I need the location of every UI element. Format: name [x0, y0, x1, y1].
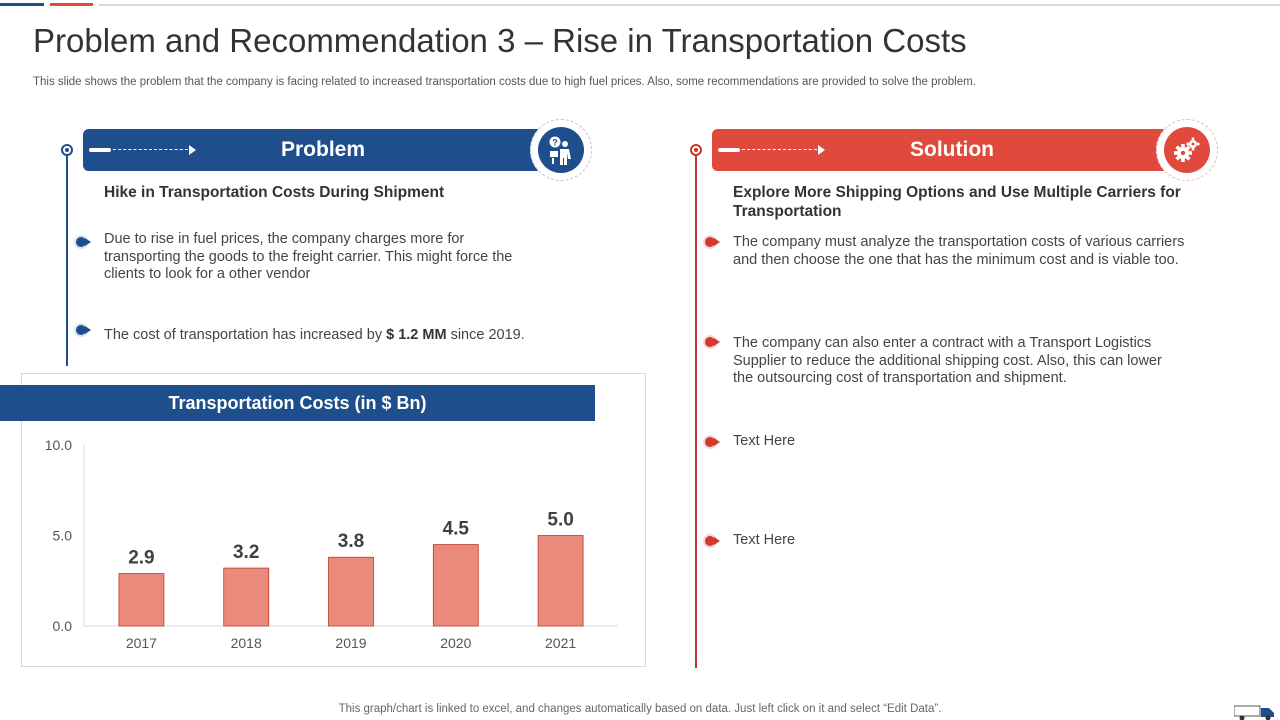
bar-2019	[328, 556, 374, 627]
bullet-arrow-icon	[705, 436, 721, 448]
bar-2018	[223, 567, 270, 627]
solution-bullet-1: The company must analyze the transportat…	[733, 234, 1185, 268]
bar-value-label: 3.8	[338, 531, 364, 552]
bar-2021	[537, 535, 584, 627]
problem-arrow-icon	[89, 145, 197, 155]
problem-bullet-2: The cost of transportation has increased…	[104, 327, 525, 343]
top-accent-line	[99, 4, 1280, 6]
solution-bullet-3: Text Here	[733, 433, 796, 449]
y-tick-label: 10.0	[45, 437, 72, 453]
bullet-arrow-icon	[705, 535, 721, 547]
worker-question-icon: ?	[530, 119, 592, 181]
solution-timeline-line	[695, 156, 697, 668]
x-tick-label: 2019	[335, 635, 366, 651]
solution-arrow-icon	[718, 145, 826, 155]
bullet-arrow-icon	[705, 236, 721, 248]
svg-text:?: ?	[552, 138, 558, 148]
solution-header: Solution	[712, 129, 1188, 171]
problem-bullet-1: Due to rise in fuel prices, the company …	[104, 231, 513, 282]
y-tick-label: 0.0	[53, 618, 73, 634]
page-subtitle: This slide shows the problem that the co…	[33, 76, 976, 88]
problem-label: Problem	[280, 138, 366, 161]
solution-bullet-4: Text Here	[733, 532, 796, 548]
solution-bullet-2: The company can also enter a contract wi…	[733, 335, 1162, 386]
bullet-arrow-icon	[705, 336, 721, 348]
bar-value-label: 5.0	[547, 510, 573, 531]
bar-value-label: 2.9	[128, 548, 154, 569]
bar-value-label: 3.2	[233, 542, 259, 563]
bar-2020	[432, 544, 479, 627]
footer-note: This graph/chart is linked to excel, and…	[338, 703, 942, 715]
x-tick-label: 2018	[231, 635, 262, 651]
bullet-arrow-icon	[76, 236, 92, 248]
x-tick-label: 2020	[440, 635, 471, 651]
top-accent-blue	[0, 3, 44, 6]
problem-heading: Hike in Transportation Costs During Ship…	[104, 184, 445, 201]
solution-heading: Explore More Shipping Options and Use Mu…	[733, 184, 1181, 220]
chart-title: Transportation Costs (in $ Bn)	[0, 385, 595, 421]
solution-timeline-dot	[690, 144, 702, 156]
x-tick-label: 2017	[126, 635, 157, 651]
solution-label: Solution	[910, 138, 994, 161]
truck-icon	[1234, 705, 1274, 720]
bar-2017	[118, 573, 165, 627]
problem-timeline-dot	[61, 144, 73, 156]
y-tick-label: 5.0	[53, 528, 73, 544]
problem-header: Problem	[83, 129, 561, 171]
top-accent-red	[50, 3, 93, 6]
bar-chart[interactable]: 10.0 5.0 0.0 2.9 2017 3.2 2018 3.8 2019 4.5 2020 5.…	[21, 430, 641, 662]
bullet-arrow-icon	[76, 324, 92, 336]
page-title: Problem and Recommendation 3 – Rise in T…	[33, 22, 967, 59]
gears-icon	[1156, 119, 1218, 181]
bar-value-label: 4.5	[443, 519, 470, 540]
x-tick-label: 2021	[545, 635, 576, 651]
problem-timeline-line	[66, 156, 68, 366]
